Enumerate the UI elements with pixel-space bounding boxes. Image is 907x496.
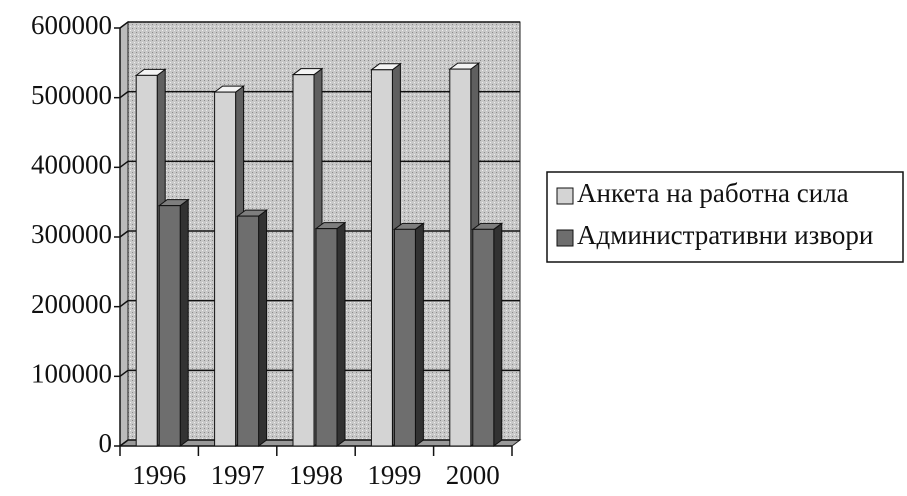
bar [471,222,504,447]
y-tick-label: 600000 [31,10,112,40]
bar-face [158,205,181,447]
y-tick-label: 200000 [31,289,112,319]
x-tick-label: 1999 [367,460,421,490]
x-tick-label: 2000 [446,460,500,490]
bar-face [292,74,315,447]
bar [392,222,425,447]
bar [157,198,190,447]
bar-face [449,68,472,447]
legend-label: Анкета на работна сила [577,178,849,208]
bar-face [315,228,338,447]
grid-line [119,21,520,29]
x-tick-label: 1996 [132,460,186,490]
bar-face [258,209,268,447]
y-tick-label: 300000 [31,219,112,249]
bar-face [214,91,237,447]
bar-face [336,221,346,447]
y-tick-label: 0 [99,428,113,458]
y-tick-label: 400000 [31,150,112,180]
bar-face [493,222,503,447]
bar-face [237,215,260,447]
bar-face [393,228,416,447]
bar-face [135,74,158,447]
x-tick-label: 1997 [211,460,265,490]
bar [236,209,269,447]
y-tick-label: 100000 [31,359,112,389]
bar-face [472,228,495,447]
legend-label: Административни извори [577,220,873,250]
legend-swatch [556,229,574,247]
y-tick-label: 500000 [31,80,112,110]
legend-swatch [556,187,574,205]
bar [314,221,347,447]
bar-face [414,222,424,447]
x-tick-label: 1998 [289,460,343,490]
bar-face [370,69,393,447]
legend-box [546,171,904,263]
bar-face [179,198,189,447]
